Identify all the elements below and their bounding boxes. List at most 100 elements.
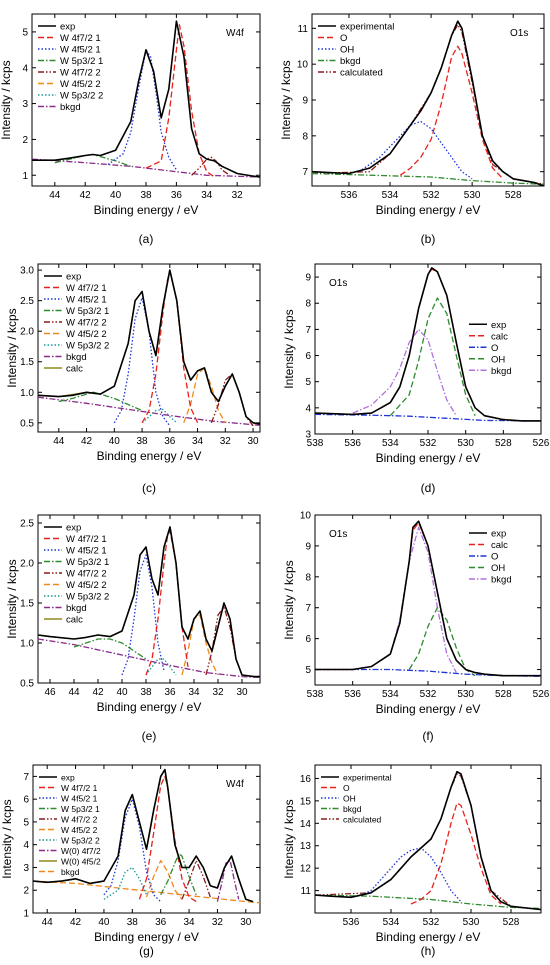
y-tick-label: 8	[302, 131, 308, 142]
legend-label: W 4f5/2 2	[66, 329, 107, 340]
legend-label: O	[343, 783, 350, 793]
x-tick-label: 32	[220, 436, 232, 447]
legend-label: bkgd	[491, 575, 512, 586]
x-tick-label: 534	[382, 190, 399, 201]
y-tick-label: 11	[301, 886, 312, 897]
x-tick-label: 30	[236, 687, 248, 698]
x-tick-label: 532	[423, 917, 440, 928]
x-axis-label: Binding energy / eV	[376, 702, 481, 716]
x-tick-label: 42	[81, 436, 93, 447]
legend-label: W 5p3/2 2	[61, 836, 100, 846]
x-tick-label: 36	[155, 917, 167, 928]
series-line-w-5p3-2-2	[145, 658, 177, 676]
series-line-o	[315, 413, 541, 422]
x-tick-label: 38	[127, 917, 139, 928]
y-axis-label: Intensity / kcps	[279, 60, 293, 139]
series-line-w-4f7-2-2	[181, 859, 211, 900]
y-tick-label: 4	[22, 63, 28, 74]
x-tick-label: 532	[420, 438, 437, 449]
panel-caption: (g)	[139, 944, 154, 958]
series-group	[33, 768, 260, 904]
y-tick-label: 3.0	[20, 266, 34, 277]
legend-label: exp	[491, 320, 506, 331]
legend-label: W 4f5/2 1	[60, 45, 101, 56]
series-line-w-4f5-2-2	[145, 859, 183, 900]
series-line-w-4f7-2-2	[191, 156, 230, 176]
y-tick-label: 16	[300, 774, 312, 785]
legend-label: W 4f7/2 1	[61, 783, 98, 793]
series-line-o	[315, 668, 541, 677]
y-tick-label: 5	[305, 665, 311, 676]
series-line-bkgd	[312, 172, 544, 185]
legend-label: bkgd	[66, 603, 87, 614]
series-line-calc	[315, 268, 541, 422]
x-tick-label: 44	[53, 436, 65, 447]
y-tick-label: 2.5	[20, 519, 34, 530]
y-tick-label: 3	[22, 99, 28, 110]
x-tick-label: 528	[503, 917, 520, 928]
legend-label: experimental	[340, 22, 394, 33]
x-tick-label: 30	[240, 917, 252, 928]
panel-caption: (d)	[421, 481, 436, 495]
plot-frame	[314, 263, 542, 435]
y-tick-label: 7	[23, 772, 29, 783]
y-tick-label: 7	[305, 325, 311, 336]
x-axis-label: Binding energy / eV	[94, 930, 199, 944]
series-group	[312, 20, 544, 186]
x-tick-label: 530	[464, 190, 481, 201]
legend-label: W 4f7/2 2	[61, 815, 98, 825]
legend-label: W 5p3/2 2	[66, 592, 109, 603]
panel-caption: (h)	[421, 944, 436, 958]
series-line-exp	[315, 520, 541, 677]
x-tick-label: 40	[109, 436, 121, 447]
plot-frame	[37, 263, 261, 433]
legend-label: calculated	[340, 68, 383, 79]
y-axis-label: Intensity / kcps	[282, 309, 296, 388]
x-tick-label: 536	[341, 190, 358, 201]
y-tick-label: 4	[305, 403, 311, 414]
plot-frame	[314, 764, 542, 914]
legend-label: W 4f7/2 2	[66, 569, 107, 580]
y-tick-label: 9	[305, 273, 311, 284]
x-tick-label: 530	[457, 438, 474, 449]
y-axis-label: Intensity / kcps	[5, 308, 19, 387]
legend-label: exp	[491, 529, 506, 540]
y-tick-label: 12	[300, 864, 312, 875]
y-tick-label: 5	[23, 817, 29, 828]
legend-label: W 5p3/2 1	[66, 557, 109, 568]
legend-label: W 4f5/2 1	[66, 295, 107, 306]
series-line-bkgd	[38, 396, 260, 426]
legend-label: OH	[343, 794, 356, 804]
x-tick-label: 34	[201, 190, 213, 201]
panel-c: 44 42 40 38 36 34 32 30 0.5 1.0 1.5 2.0 2.5 3.0 Bindin…	[5, 263, 261, 495]
panel-label: W4f	[226, 779, 244, 790]
series-line-w-4f5-2-1	[113, 296, 171, 427]
series-line-w-0-4f7-2	[216, 859, 240, 902]
y-tick-label: 2.0	[20, 559, 34, 570]
legend-label: experimental	[343, 773, 392, 783]
x-tick-label: 536	[344, 438, 361, 449]
y-tick-label: 8	[305, 572, 311, 583]
panel-b: 536 534 532 530 528 7 8 9 10 11 Binding energy / e…	[279, 13, 545, 246]
legend-label: W 5p3/2 2	[66, 341, 109, 352]
series-line-exp	[38, 269, 260, 425]
series-line-exp	[315, 267, 541, 422]
x-tick-label: 44	[49, 190, 61, 201]
y-tick-label: 2	[22, 135, 28, 146]
legend-label: bkgd	[66, 352, 87, 363]
x-tick-label: 32	[212, 687, 224, 698]
x-axis-label: Binding energy / eV	[94, 203, 199, 217]
y-axis-label: Intensity / kcps	[0, 60, 13, 139]
y-tick-label: 15	[300, 796, 312, 807]
x-tick-label: 40	[98, 917, 110, 928]
legend-label: W 4f7/2 2	[60, 68, 101, 79]
x-tick-label: 538	[307, 689, 324, 700]
panel-caption: (c)	[142, 481, 156, 495]
legend-label: calculated	[343, 815, 382, 825]
y-tick-label: 0.5	[20, 679, 34, 690]
legend-label: W(0) 4f5/2	[61, 857, 101, 867]
panel-h: 536 534 532 530 528 11 12 13 14 15 16 Binding energ…	[282, 764, 542, 958]
series-line-bkgd	[371, 526, 457, 673]
legend-label: exp	[66, 523, 81, 534]
series-line-bkgd	[33, 880, 260, 904]
